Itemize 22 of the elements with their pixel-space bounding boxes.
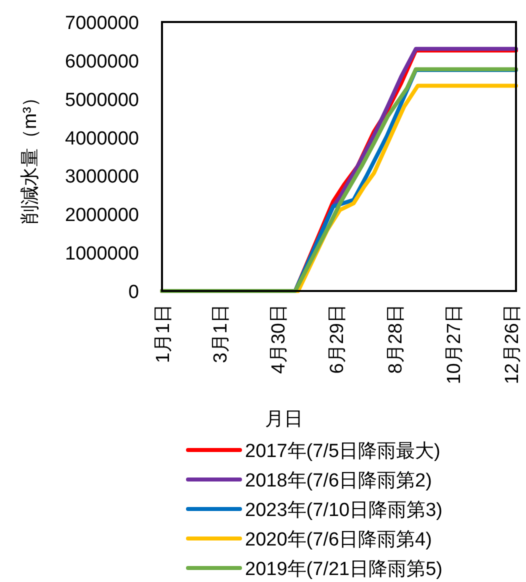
x-tick-label: 8月28日: [385, 304, 406, 374]
legend-label: 2018年(7/6日降雨第2): [245, 470, 432, 492]
legend-label: 2020年(7/6日降雨第4): [245, 530, 432, 550]
y-tick-label: 3000000: [65, 166, 139, 188]
x-tick-label: 10月27日: [444, 304, 465, 384]
x-tick-label: 3月1日: [210, 304, 232, 364]
x-axis-title: 月日: [265, 409, 303, 430]
y-tick-label: 4000000: [65, 128, 139, 150]
y-tick-label: 0: [128, 282, 139, 303]
y-tick-label: 7000000: [65, 13, 139, 34]
legend-label: 2017年(7/5日降雨最大): [245, 441, 440, 462]
y-tick-label: 5000000: [65, 90, 139, 111]
y-tick-label: 1000000: [65, 244, 139, 265]
x-tick-label: 1月1日: [153, 304, 174, 364]
x-tick-label: 4月30日: [268, 304, 290, 374]
y-axis-title: 削減水量（m³）: [20, 88, 41, 224]
y-tick-label: 6000000: [65, 51, 139, 72]
y-tick-label: 2000000: [65, 205, 139, 226]
x-tick-label: 6月29日: [327, 304, 348, 374]
x-tick-label: 12月26日: [502, 304, 524, 384]
legend-label: 2023年(7/10日降雨第3): [245, 500, 442, 521]
legend-label: 2019年(7/21日降雨第5): [245, 559, 442, 580]
